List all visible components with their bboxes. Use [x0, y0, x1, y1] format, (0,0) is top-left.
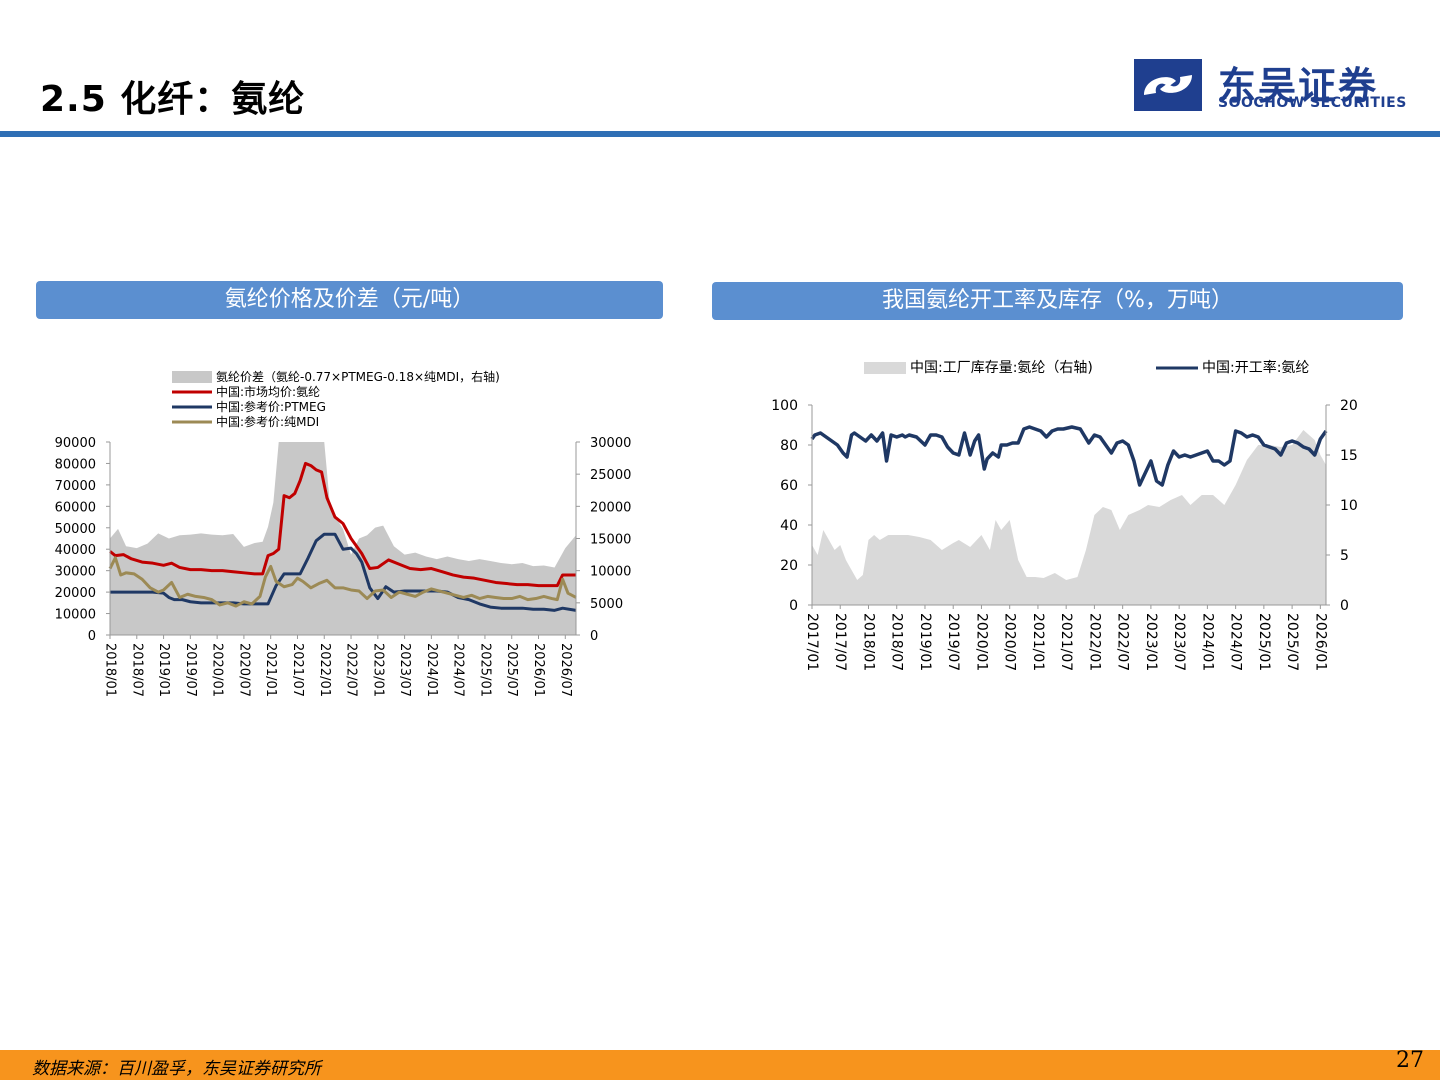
x-tick-label: 2019/07 — [183, 643, 198, 697]
series-line — [110, 532, 577, 612]
series-line — [109, 461, 576, 588]
x-tick-label: 2018/01 — [103, 643, 118, 697]
y-tick-label-left: 30000 — [55, 565, 96, 580]
x-tick-label: 2018/07 — [129, 643, 144, 697]
panel-header-right: 我国氨纶开工率及库存（%，万吨） — [712, 282, 1403, 320]
y-tick-label-right: 10000 — [590, 565, 631, 580]
page-number: 27 — [1396, 1048, 1424, 1073]
y-tick-label-right: 0 — [590, 629, 598, 644]
company-logo: 东吴证券 SOOCHOW SECURITIES — [1130, 55, 1410, 115]
y-tick-label-right: 20000 — [590, 500, 631, 515]
x-tick-label: 2022/01 — [1086, 613, 1102, 671]
series-area — [812, 430, 1326, 605]
x-tick-label: 2021/01 — [1030, 613, 1046, 671]
x-tick-label: 2017/01 — [804, 613, 820, 671]
series-line — [810, 425, 1328, 487]
x-tick-label: 2021/07 — [290, 643, 305, 697]
y-tick-label-left: 20000 — [55, 586, 96, 601]
x-tick-label: 2019/01 — [156, 643, 171, 697]
x-tick-label: 2020/07 — [1002, 613, 1018, 671]
x-tick-label: 2025/01 — [477, 643, 492, 697]
y-tick-label-left: 60 — [780, 478, 798, 494]
y-tick-label-left: 70000 — [55, 479, 96, 494]
y-tick-label-left: 50000 — [55, 522, 96, 537]
legend-label: 中国:参考价:PTMEG — [216, 399, 326, 414]
legend-label: 氨纶价差（氨纶-0.77×PTMEG-0.18×纯MDI，右轴) — [216, 369, 500, 384]
x-tick-label: 2022/07 — [344, 643, 359, 697]
y-tick-label-left: 40000 — [55, 543, 96, 558]
x-tick-label: 2019/07 — [945, 613, 961, 671]
series-area — [110, 442, 576, 635]
y-tick-label-right: 15000 — [590, 533, 631, 548]
y-tick-label-right: 20 — [1340, 398, 1358, 414]
y-tick-label-right: 15 — [1340, 448, 1358, 464]
data-source-note: 数据来源：百川盈孚，东吴证券研究所 — [32, 1059, 321, 1079]
y-tick-label-right: 10 — [1340, 498, 1358, 514]
legend-label: 中国:市场均价:氨纶 — [216, 384, 320, 399]
x-tick-label: 2023/01 — [370, 643, 385, 697]
y-tick-label-left: 0 — [88, 629, 96, 644]
x-tick-label: 2023/07 — [397, 643, 412, 697]
title-divider — [0, 131, 1440, 137]
y-tick-label-left: 0 — [789, 598, 798, 614]
x-tick-label: 2021/07 — [1058, 613, 1074, 671]
x-tick-label: 2026/07 — [558, 643, 573, 697]
x-tick-label: 2022/07 — [1115, 613, 1131, 671]
x-tick-label: 2025/07 — [1284, 613, 1300, 671]
legend-swatch — [864, 362, 906, 374]
legend-swatch — [172, 371, 212, 383]
x-tick-label: 2024/01 — [1199, 613, 1215, 671]
x-tick-label: 2020/01 — [973, 613, 989, 671]
x-tick-label: 2026/01 — [531, 643, 546, 697]
y-tick-label-right: 30000 — [590, 436, 631, 451]
y-tick-label-right: 5000 — [590, 597, 623, 612]
legend-label: 中国:工厂库存量:氨纶（右轴) — [910, 360, 1093, 376]
x-tick-label: 2018/07 — [889, 613, 905, 671]
y-tick-label-left: 60000 — [55, 500, 96, 515]
spandex-price-chart: 氨纶价差（氨纶-0.77×PTMEG-0.18×纯MDI，右轴)中国:市场均价:… — [55, 369, 632, 697]
footer-bar: 数据来源：百川盈孚，东吴证券研究所 27 — [0, 1048, 1440, 1080]
x-tick-label: 2020/01 — [210, 643, 225, 697]
x-tick-label: 2020/07 — [236, 643, 251, 697]
y-tick-label-left: 80 — [780, 438, 798, 454]
logo-en-text: SOOCHOW SECURITIES — [1218, 95, 1407, 111]
series-line — [108, 556, 577, 608]
x-tick-label: 2024/01 — [424, 643, 439, 697]
logo-mark-icon — [1134, 59, 1202, 111]
page-title: 2.5 化纤：氨纶 — [40, 79, 306, 120]
y-tick-label-left: 20 — [780, 558, 798, 574]
logo-cn-text: 东吴证券 — [1218, 64, 1379, 108]
x-tick-label: 2019/01 — [917, 613, 933, 671]
y-tick-label-left: 10000 — [55, 608, 96, 623]
x-tick-label: 2023/07 — [1171, 613, 1187, 671]
x-tick-label: 2023/01 — [1143, 613, 1159, 671]
y-tick-label-left: 100 — [771, 398, 798, 414]
y-tick-label-right: 0 — [1340, 598, 1349, 614]
y-tick-label-left: 90000 — [55, 436, 96, 451]
x-tick-label: 2022/01 — [317, 643, 332, 697]
x-tick-label: 2024/07 — [1228, 613, 1244, 671]
x-tick-label: 2026/01 — [1312, 613, 1328, 671]
x-tick-label: 2018/01 — [860, 613, 876, 671]
x-tick-label: 2025/07 — [504, 643, 519, 697]
y-tick-label-left: 80000 — [55, 457, 96, 472]
x-tick-label: 2021/01 — [263, 643, 278, 697]
x-tick-label: 2017/07 — [832, 613, 848, 671]
y-tick-label-left: 40 — [780, 518, 798, 534]
y-tick-label-right: 5 — [1340, 548, 1349, 564]
y-tick-label-right: 25000 — [590, 468, 631, 483]
x-tick-label: 2025/01 — [1256, 613, 1272, 671]
spandex-utilization-chart: 中国:工厂库存量:氨纶（右轴) 中国:开工率:氨纶 0 20 40 60 80 100 0 5 10… — [771, 359, 1358, 671]
legend-label: 中国:参考价:纯MDI — [216, 414, 319, 429]
panel-header-left: 氨纶价格及价差（元/吨） — [36, 281, 663, 319]
legend-label: 中国:开工率:氨纶 — [1202, 359, 1309, 376]
x-tick-label: 2024/07 — [451, 643, 466, 697]
